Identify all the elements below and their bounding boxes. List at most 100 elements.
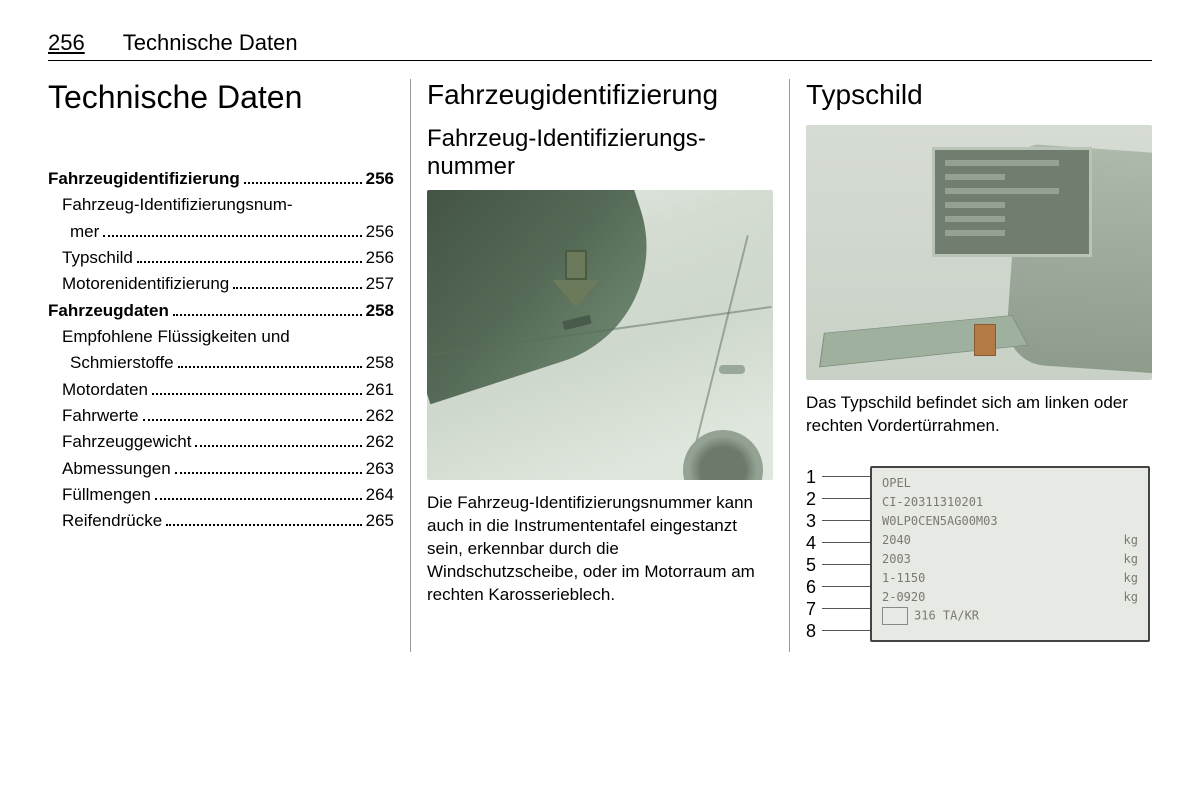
toc-row: Reifendrücke265: [48, 508, 394, 534]
callout-number: 7: [806, 598, 816, 620]
content-columns: Technische Daten Fahrzeugidentifizierung…: [48, 79, 1152, 652]
toc-page: 262: [366, 403, 394, 429]
plate-row-unit: kg: [1124, 552, 1138, 566]
leader-line: [822, 630, 870, 631]
col3-title: Typschild: [806, 79, 1152, 111]
toc-page: 258: [366, 298, 394, 324]
toc-dots: [173, 300, 362, 315]
toc-label: Fahrzeuggewicht: [62, 429, 191, 455]
toc-row: Fahrzeug-Identifizierungsnum-: [48, 192, 394, 218]
door-sill: [819, 315, 1028, 367]
toc-dots: [137, 248, 362, 263]
plate-row: CI-20311310201: [882, 493, 1138, 512]
toc-dots: [244, 169, 362, 184]
toc-dots: [155, 485, 362, 500]
toc-row: Schmierstoffe 258: [48, 350, 394, 376]
toc-dots: [175, 458, 362, 473]
door-handle: [719, 365, 745, 374]
toc-page: 265: [366, 508, 394, 534]
leader-line: [822, 564, 870, 565]
toc-row: Fahrwerte 262: [48, 403, 394, 429]
plate-callout-numbers: 12345678: [806, 466, 816, 642]
leader-line: [822, 542, 870, 543]
plate-row: 316 TA/KR: [882, 607, 1138, 626]
toc-label: mer: [70, 219, 99, 245]
wheel: [683, 430, 763, 480]
leader-line: [822, 520, 870, 521]
toc-label: Abmessungen: [62, 456, 171, 482]
door-line: [691, 235, 749, 459]
toc-dots: [152, 379, 362, 394]
leader-line: [822, 608, 870, 609]
plate-row-unit: kg: [1124, 571, 1138, 585]
closeup-plate: [932, 147, 1092, 257]
header-title: Technische Daten: [123, 30, 298, 56]
plate-row: 2-0920 kg: [882, 588, 1138, 607]
toc-page: 256: [366, 219, 394, 245]
plate-row-text: 2040: [882, 533, 911, 547]
callout-number: 3: [806, 510, 816, 532]
arrow-down-icon: [552, 250, 600, 310]
callout-number: 4: [806, 532, 816, 554]
toc-row: Motordaten 261: [48, 377, 394, 403]
col3-body: Das Typschild befindet sich am linken od…: [806, 392, 1152, 438]
toc-dots: [233, 274, 361, 289]
figure-id-plate-diagram: 12345678 OPEL CI-20311310201 W0LP0CEN5AG00…: [806, 462, 1152, 652]
plate-row-text: CI-20311310201: [882, 495, 983, 509]
toc-row: Fahrzeugdaten 258: [48, 298, 394, 324]
toc-label: Typschild: [62, 245, 133, 271]
leader-line: [822, 498, 870, 499]
callout-number: 5: [806, 554, 816, 576]
table-of-contents: Fahrzeugidentifizierung256Fahrzeug-Ident…: [48, 166, 394, 535]
plate-row-unit: kg: [1124, 590, 1138, 604]
toc-label: Empfohlene Flüssigkeiten und: [62, 324, 290, 350]
column-typeplate: Typschild Das Typschild befindet sich am…: [790, 79, 1152, 652]
plate-row-text: 1-1150: [882, 571, 925, 585]
toc-row: Typschild 256: [48, 245, 394, 271]
col2-body: Die Fahrzeug-Identifizierungsnum­mer kan…: [427, 492, 773, 607]
toc-page: 262: [366, 429, 394, 455]
toc-page: 256: [366, 166, 394, 192]
toc-dots: [143, 406, 362, 421]
section-title: Technische Daten: [48, 79, 394, 116]
col2-title: Fahrzeugidentifizierung: [427, 79, 773, 111]
id-plate-box: OPEL CI-20311310201 W0LP0CEN5AG00M03 2040 kg…: [870, 466, 1150, 642]
toc-label: Fahrwerte: [62, 403, 139, 429]
toc-label: Motordaten: [62, 377, 148, 403]
page-header: 256 Technische Daten: [48, 30, 1152, 61]
col2-subtitle: Fahrzeug-Identifizierungs­nummer: [427, 125, 773, 180]
plate-row-unit: kg: [1124, 533, 1138, 547]
plate-small-box: [882, 607, 908, 625]
sill-label: [974, 324, 996, 356]
toc-row: Abmessungen263: [48, 456, 394, 482]
figure-windshield-vin: [427, 190, 773, 480]
toc-dots: [103, 221, 361, 236]
toc-page: 258: [366, 350, 394, 376]
toc-label: Fahrzeugdaten: [48, 298, 169, 324]
plate-row-text: W0LP0CEN5AG00M03: [882, 514, 998, 528]
callout-number: 2: [806, 488, 816, 510]
toc-row: mer 256: [48, 219, 394, 245]
toc-row: Füllmengen 264: [48, 482, 394, 508]
toc-page: 256: [366, 245, 394, 271]
toc-page: 257: [366, 271, 394, 297]
toc-dots: [166, 511, 361, 526]
plate-row-text: 2003: [882, 552, 911, 566]
column-vin: Fahrzeugidentifizierung Fahrzeug-Identif…: [411, 79, 790, 652]
toc-row: Motorenidentifizierung 257: [48, 271, 394, 297]
toc-row: Fahrzeugidentifizierung256: [48, 166, 394, 192]
figure-door-frame: [806, 125, 1152, 380]
plate-row-text: 2-0920: [882, 590, 925, 604]
toc-label: Motorenidentifizierung: [62, 271, 229, 297]
page-number: 256: [48, 30, 85, 56]
toc-label: Füllmengen: [62, 482, 151, 508]
toc-row: Fahrzeuggewicht 262: [48, 429, 394, 455]
plate-row: OPEL: [882, 474, 1138, 493]
callout-number: 6: [806, 576, 816, 598]
plate-row: 2040 kg: [882, 531, 1138, 550]
toc-label: Schmierstoffe: [70, 350, 174, 376]
toc-page: 264: [366, 482, 394, 508]
callout-number: 1: [806, 466, 816, 488]
toc-dots: [195, 432, 361, 447]
toc-page: 261: [366, 377, 394, 403]
